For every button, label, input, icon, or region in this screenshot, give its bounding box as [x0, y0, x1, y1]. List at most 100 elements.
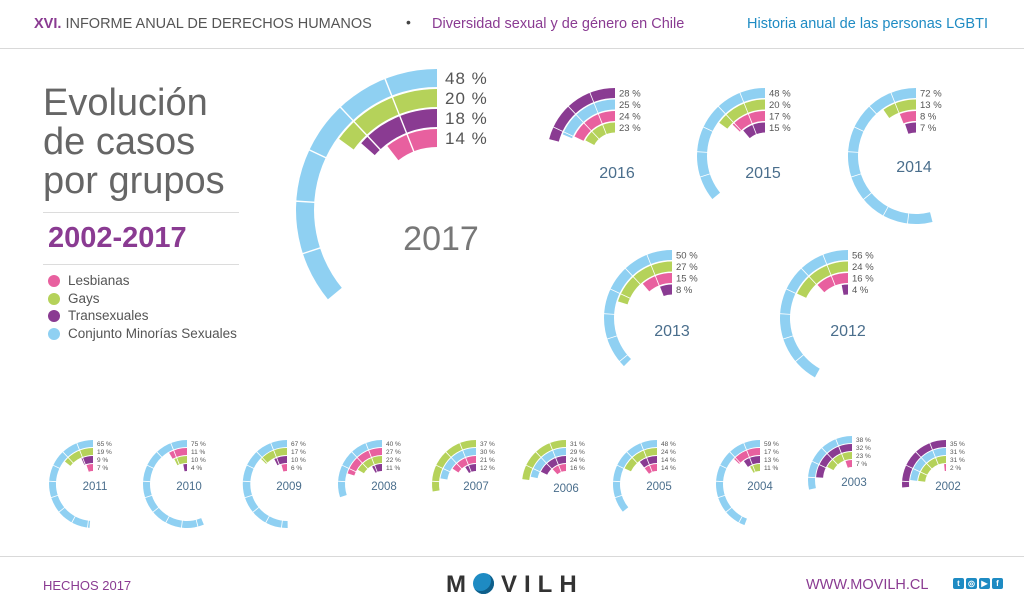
data-label-conjunto-minorias-sexuales-2004: 59 %	[764, 441, 779, 448]
data-label-conjunto-minorias-sexuales-2009: 67 %	[291, 441, 306, 448]
legend-swatch	[48, 327, 60, 340]
year-label-2012: 2012	[830, 323, 866, 340]
chart-2013: 50 %27 %15 %8 % 2013	[603, 250, 698, 367]
bar-segment-tick	[752, 124, 757, 135]
year-label-2016: 2016	[599, 165, 635, 182]
bar-transexuales-2004	[743, 456, 760, 467]
bar-gays-2007	[432, 440, 476, 492]
bar-segment-tick	[450, 457, 457, 464]
bar-segment-tick	[58, 506, 66, 513]
bar-segment-tick	[532, 468, 541, 473]
website-link[interactable]: WWW.MOVILH.CL	[806, 577, 929, 593]
chart-2005: 48 %24 %14 %14 %2005	[612, 440, 676, 513]
bar-segment-tick	[445, 451, 452, 458]
bar-segment-tick	[850, 173, 862, 178]
bar-conjunto-minorias-sexuales-2012	[779, 250, 848, 378]
bar-segment-tick	[841, 453, 845, 462]
bar-segment-tick	[391, 96, 400, 115]
bar-segment-tick	[575, 114, 584, 123]
youtube-icon[interactable]: ▶	[979, 578, 990, 589]
bar-segment-tick	[729, 451, 736, 458]
bar-segment-tick	[602, 124, 607, 135]
data-label-conjunto-minorias-sexuales-2013: 50 %	[676, 250, 698, 261]
year-label-2006: 2006	[553, 483, 579, 495]
bar-segment-tick	[252, 506, 260, 513]
bar-gays-2002	[918, 456, 946, 482]
bar-segment-tick	[398, 115, 408, 134]
bar-segment-tick	[734, 457, 741, 464]
bar-lesbianas-2012	[817, 273, 848, 293]
bar-segment-tick	[717, 105, 726, 115]
bar-conjunto-minorias-sexuales-2005	[612, 440, 657, 513]
data-label-transexuales-2005: 14 %	[661, 457, 676, 464]
bar-segment-tick	[632, 276, 641, 285]
bar-gays-2008	[357, 456, 382, 474]
data-label-lesbianas-2012: 16 %	[852, 273, 874, 284]
bar-transexuales-2011	[81, 456, 93, 465]
year-label-2015: 2015	[745, 165, 781, 182]
data-label-lesbianas-2004: 17 %	[764, 449, 779, 456]
divider	[43, 212, 239, 213]
bar-segment-tick	[170, 442, 174, 451]
bar-segment-tick	[144, 494, 153, 499]
movilh-logo: M VILH	[446, 571, 584, 598]
data-label-conjunto-minorias-sexuales-2007: 30 %	[480, 449, 495, 456]
data-label-transexuales-2012: 4 %	[852, 285, 869, 296]
data-label-gays-2016: 23 %	[619, 123, 641, 134]
bar-segment-tick	[882, 206, 889, 217]
bar-segment-tick	[618, 354, 628, 362]
logo-globe-icon	[473, 573, 494, 594]
data-label-gays-2004: 11 %	[764, 465, 779, 472]
bar-segment-tick	[374, 464, 378, 473]
chart-2007: 37 %30 %21 %12 % 2007	[431, 440, 495, 493]
year-label-2004: 2004	[747, 481, 773, 493]
twitter-icon[interactable]: t	[953, 578, 964, 589]
title-line: por grupos	[43, 160, 225, 202]
bar-segment-tick	[862, 192, 872, 200]
title-line: Evolución	[43, 82, 208, 124]
bar-segment-tick	[281, 520, 283, 529]
bar-segment-tick	[818, 464, 827, 469]
report-number: XVI.	[34, 16, 62, 32]
instagram-icon[interactable]: ◎	[966, 578, 977, 589]
year-range: 2002-2017	[48, 222, 187, 254]
bar-segment-tick	[926, 462, 933, 470]
bar-segment-tick	[905, 464, 914, 469]
data-label-gays-2006: 31 %	[570, 441, 585, 448]
data-label-lesbianas-2015: 17 %	[769, 111, 791, 122]
footer-label: HECHOS 2017	[43, 578, 132, 593]
bar-transexuales-2013	[659, 284, 672, 297]
report-subtitle: Diversidad sexual y de género en Chile	[432, 16, 685, 32]
data-label-lesbianas-2011: 7 %	[97, 465, 108, 472]
year-label-2002: 2002	[935, 481, 961, 493]
bar-segment-tick	[195, 519, 199, 528]
bar-segment-tick	[591, 130, 600, 140]
data-label-conjunto-minorias-sexuales-2008: 40 %	[386, 441, 401, 448]
bar-segment-tick	[920, 471, 928, 476]
bar-segment-tick	[614, 494, 623, 499]
bar-segment-tick	[546, 462, 553, 470]
bar-segment-tick	[442, 468, 451, 473]
bar-segment-tick	[816, 284, 825, 294]
facebook-icon[interactable]: f	[992, 578, 1003, 589]
section-title: Historia anual de las personas LGBTI	[747, 16, 988, 32]
bar-segment-tick	[353, 120, 368, 136]
bar-segment-tick	[620, 293, 631, 299]
bar-lesbianas-2014	[899, 110, 916, 124]
bar-segment-tick	[76, 442, 80, 451]
year-label-2014: 2014	[896, 159, 932, 176]
data-label-transexuales-2008: 11 %	[386, 465, 401, 472]
bar-segment-tick	[717, 494, 726, 499]
bar-segment-tick	[785, 288, 797, 294]
data-label-transexuales-2010: 4 %	[191, 465, 202, 472]
bar-conjunto-minorias-sexuales-2002	[910, 448, 946, 481]
bar-conjunto-minorias-sexuales-2003	[807, 436, 852, 490]
bar-segment-tick	[743, 102, 749, 114]
bar-gays-2010	[174, 456, 187, 466]
data-label-lesbianas-2013: 15 %	[676, 273, 698, 284]
bar-segment-tick	[815, 477, 824, 479]
bar-segment-tick	[558, 464, 562, 473]
bar-lesbianas-2008	[347, 448, 382, 476]
bar-segment-tick	[348, 468, 357, 473]
bar-segment-tick	[738, 515, 743, 524]
